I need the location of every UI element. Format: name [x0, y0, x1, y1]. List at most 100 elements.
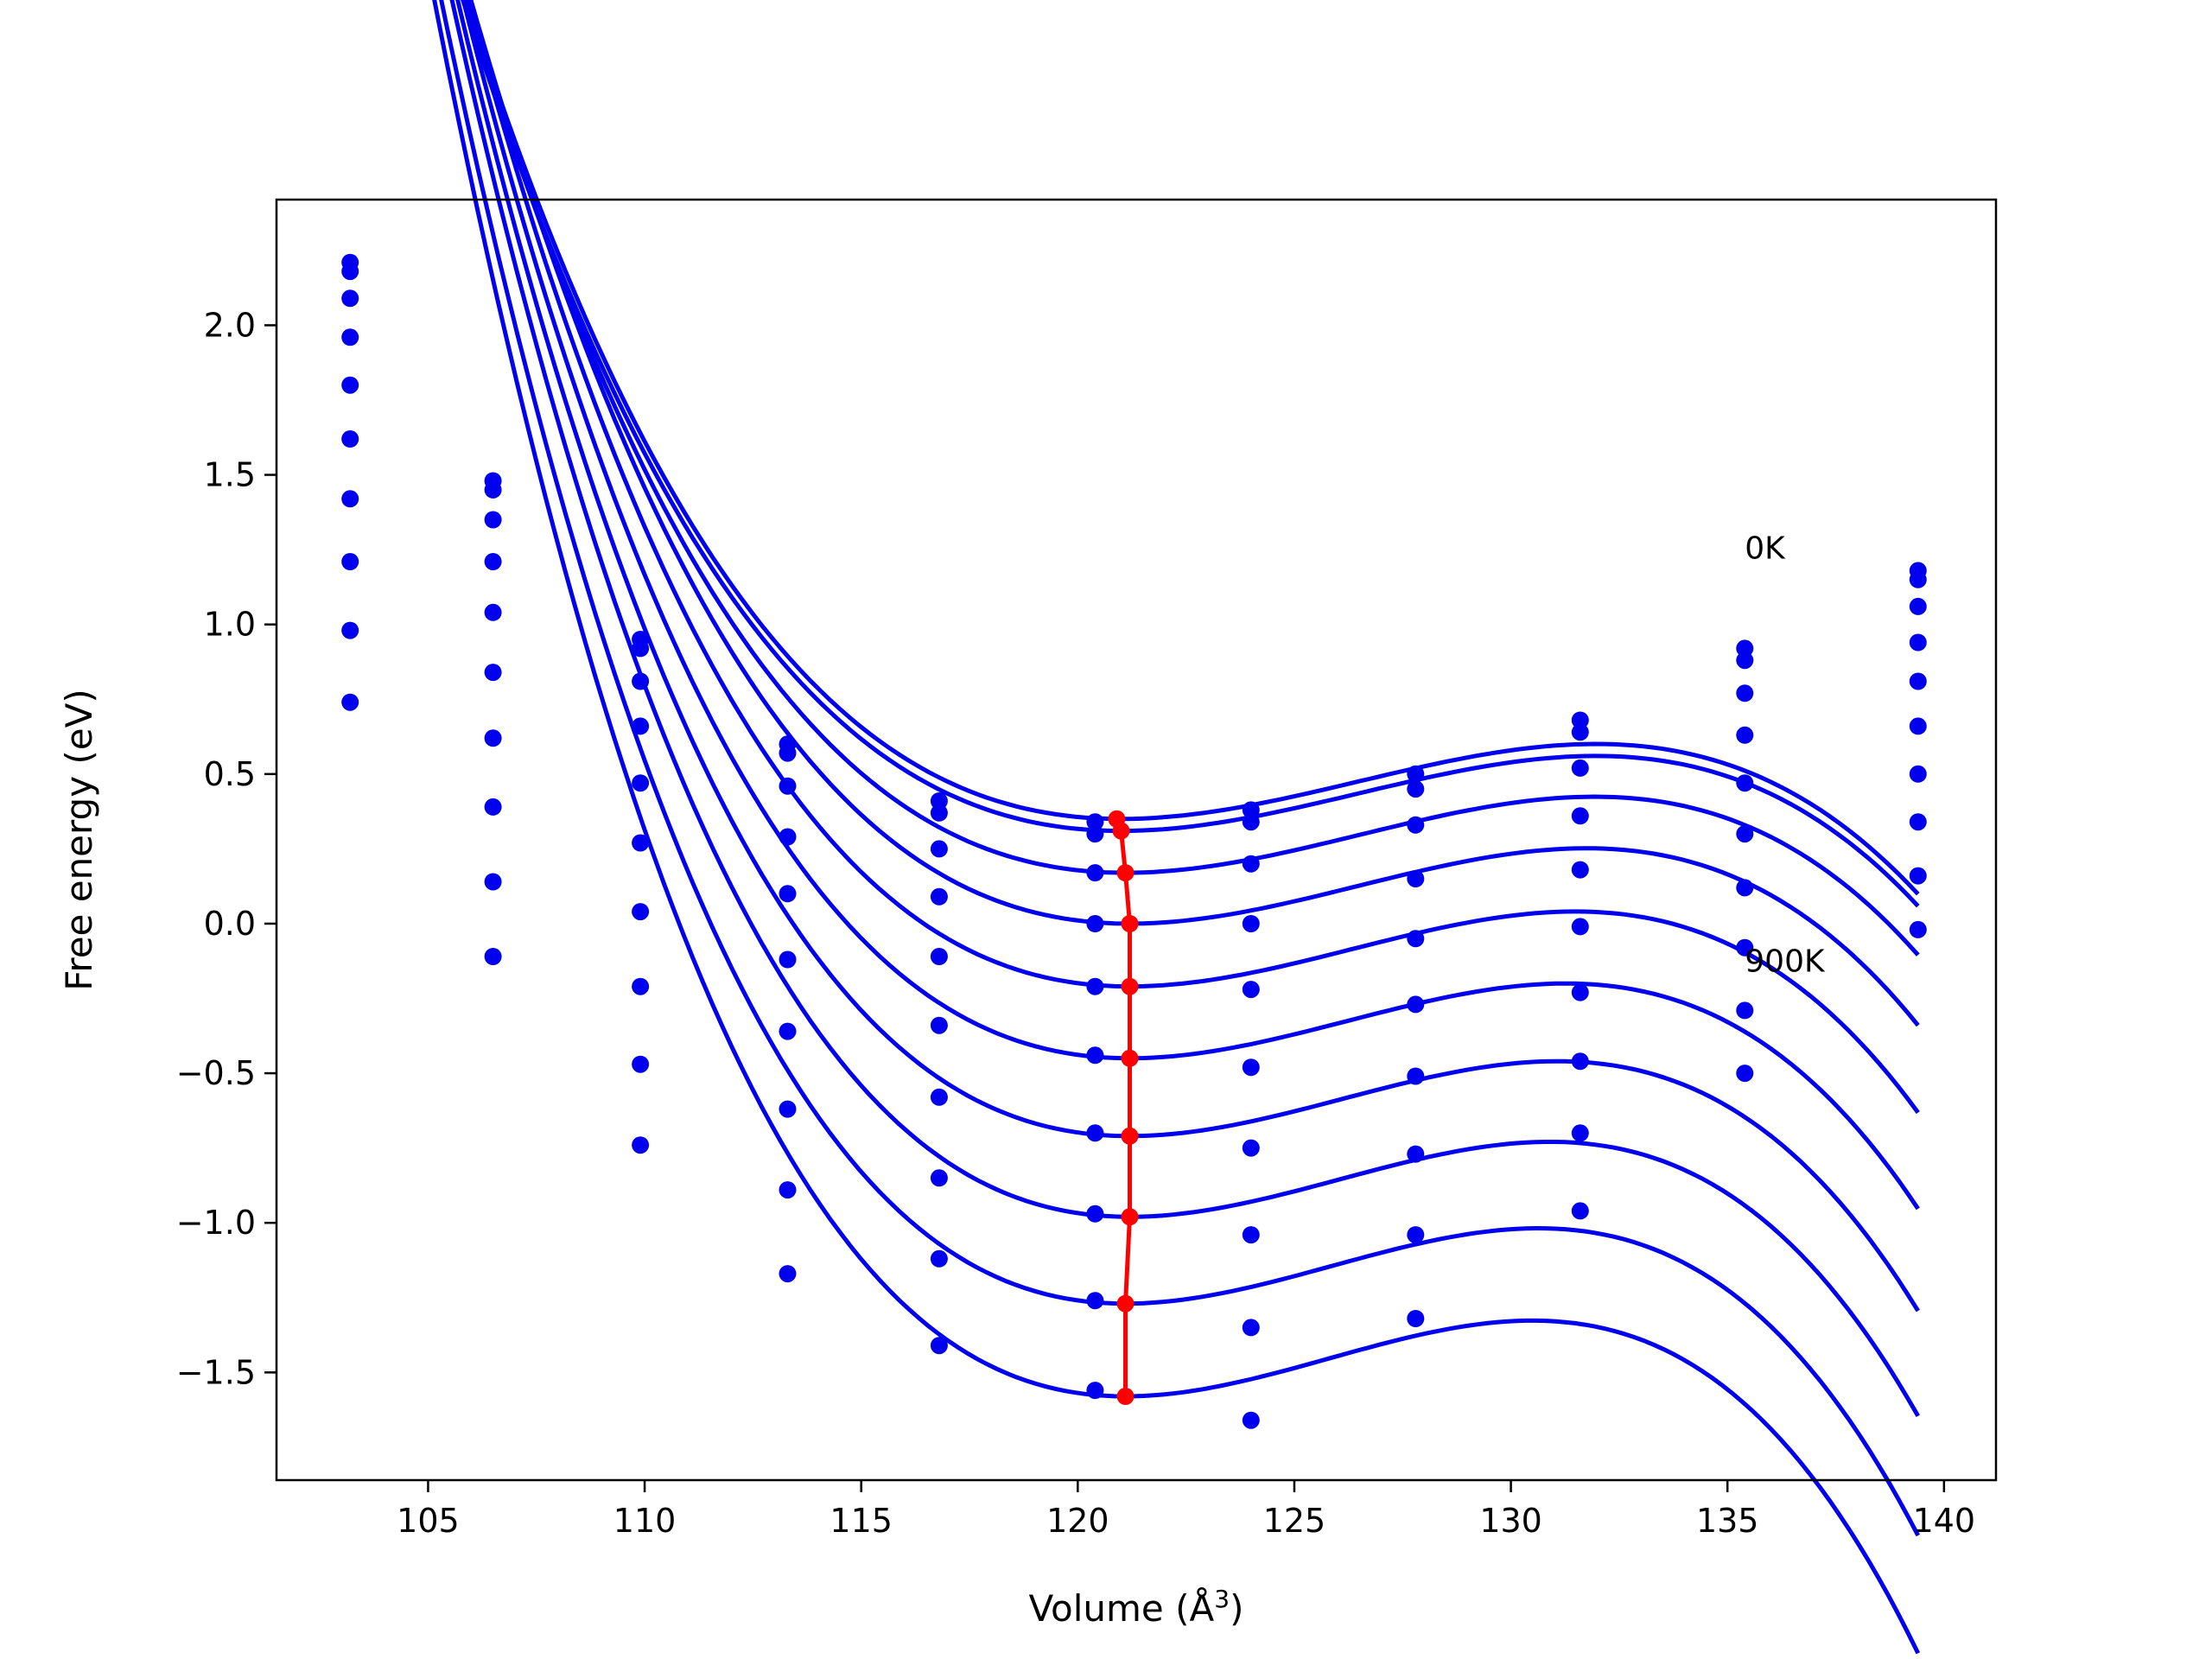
data-point — [1909, 633, 1927, 652]
data-point — [1909, 717, 1927, 735]
data-point — [1571, 1124, 1589, 1142]
y-axis-ticks: −1.5 −1.0 −0.5 0.0 0.5 1.0 1.5 2.0 — [176, 306, 276, 1391]
data-point — [1407, 816, 1425, 834]
y-tick-label: 0.5 — [204, 755, 256, 793]
x-tick-label: 115 — [830, 1502, 893, 1540]
data-point — [632, 1055, 650, 1073]
data-point — [484, 873, 502, 891]
data-point — [930, 1249, 948, 1268]
data-point — [1736, 774, 1754, 792]
data-point — [779, 950, 797, 969]
data-point — [930, 792, 948, 810]
data-point — [1736, 1001, 1754, 1020]
data-point — [1571, 1052, 1589, 1071]
data-point — [632, 717, 650, 735]
x-tick-label: 105 — [397, 1502, 460, 1540]
data-point — [1086, 1382, 1104, 1400]
y-tick-label: −0.5 — [176, 1054, 256, 1092]
data-point — [484, 798, 502, 816]
data-point — [1571, 983, 1589, 1001]
data-point — [1407, 765, 1425, 783]
data-point — [779, 1022, 797, 1040]
data-point — [632, 977, 650, 995]
data-point — [930, 1337, 948, 1355]
data-point — [1086, 864, 1104, 882]
data-point — [930, 804, 948, 822]
data-point — [1086, 813, 1104, 831]
x-tick-label: 125 — [1263, 1502, 1326, 1540]
data-point — [1909, 813, 1927, 831]
data-point — [1242, 801, 1260, 819]
x-axis-ticks: 105 110 115 120 125 130 135 140 — [397, 1480, 1975, 1540]
data-point — [1736, 825, 1754, 843]
data-point — [1407, 870, 1425, 887]
y-tick-label: 1.0 — [204, 606, 256, 644]
data-point — [1571, 711, 1589, 729]
data-point — [1407, 930, 1425, 948]
data-point — [1736, 1065, 1754, 1083]
temperature-annotation: 0K — [1745, 531, 1786, 567]
data-point — [930, 1169, 948, 1187]
minimum-point — [1112, 822, 1130, 840]
minimum-point — [1121, 1208, 1139, 1226]
data-point — [779, 1181, 797, 1199]
data-point — [632, 903, 650, 921]
data-point — [779, 828, 797, 846]
minimum-point — [1116, 1388, 1135, 1405]
x-tick-label: 140 — [1913, 1502, 1976, 1540]
fit-curve-8 — [449, 0, 1920, 1418]
fit-curve-6 — [461, 0, 1920, 1211]
fit-curve-7 — [455, 0, 1920, 1313]
data-point — [1407, 1145, 1425, 1163]
fit-curve-3 — [463, 0, 1920, 957]
data-point — [632, 672, 650, 690]
data-point — [1407, 1226, 1425, 1244]
data-point — [1407, 780, 1425, 798]
data-point — [341, 553, 359, 570]
x-axis-label: Volume (Å3) — [1029, 1585, 1244, 1630]
y-tick-label: 0.0 — [204, 905, 256, 943]
data-point — [1736, 684, 1754, 702]
data-point — [1086, 977, 1104, 995]
data-point — [632, 834, 650, 852]
fit-curve-10 — [432, 0, 1921, 1655]
data-point — [779, 1265, 797, 1283]
minimum-point — [1116, 864, 1135, 882]
y-tick-label: −1.5 — [176, 1353, 256, 1391]
data-point — [1909, 867, 1927, 885]
data-point — [341, 328, 359, 346]
data-point — [1736, 652, 1754, 670]
data-point — [1086, 1046, 1104, 1065]
data-point — [484, 553, 502, 570]
plot-layer — [341, 0, 1927, 1655]
annotations: 0K 900K — [1745, 531, 1826, 980]
x-tick-label: 135 — [1696, 1502, 1759, 1540]
data-point — [484, 511, 502, 529]
data-point — [1736, 938, 1754, 957]
data-point — [484, 664, 502, 682]
data-point — [1407, 995, 1425, 1014]
data-point — [1242, 1411, 1260, 1429]
fit-curve-1 — [464, 0, 1920, 896]
data-point — [1571, 723, 1589, 741]
data-point — [1242, 1226, 1260, 1244]
data-point — [484, 948, 502, 965]
data-point — [930, 948, 948, 965]
data-point — [1242, 981, 1260, 999]
data-point — [779, 885, 797, 903]
fit-curve-2 — [461, 0, 1920, 908]
y-tick-label: 2.0 — [204, 306, 256, 344]
data-point — [1736, 726, 1754, 744]
data-point — [1909, 920, 1927, 938]
data-point — [484, 480, 502, 499]
data-point — [632, 639, 650, 658]
data-point — [1571, 918, 1589, 936]
minimum-point — [1121, 1049, 1139, 1067]
y-axis-label: Free energy (eV) — [58, 689, 100, 991]
temperature-annotation: 900K — [1745, 944, 1826, 979]
data-point — [779, 744, 797, 762]
data-point — [1909, 597, 1927, 615]
data-point — [1571, 861, 1589, 879]
fit-curve-9 — [439, 0, 1921, 1537]
